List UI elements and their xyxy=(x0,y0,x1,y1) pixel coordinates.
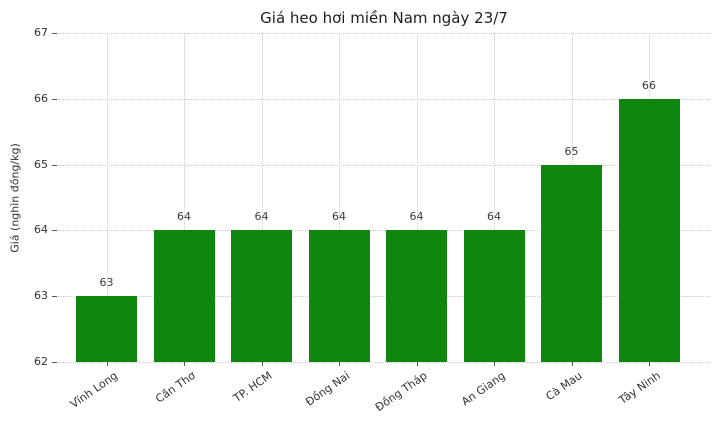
y-tick-label: 67 xyxy=(34,26,48,39)
x-tick-label: TP. HCM xyxy=(231,369,275,405)
y-tick-label: 66 xyxy=(34,91,48,105)
x-tick-label: Vĩnh Long xyxy=(67,369,120,411)
y-tick xyxy=(52,230,57,232)
v-gridline xyxy=(261,33,263,362)
bar xyxy=(541,164,602,362)
bar-value-label: 64 xyxy=(177,210,191,224)
h-gridline xyxy=(58,230,710,232)
x-tick xyxy=(494,362,495,366)
y-tick-label: 65 xyxy=(34,157,48,171)
bar xyxy=(308,230,370,362)
bar-value-label: 64 xyxy=(409,210,424,224)
bar-value-label: 63 xyxy=(99,276,114,290)
x-tick xyxy=(261,362,263,366)
v-gridline xyxy=(106,33,108,362)
x-tick xyxy=(339,362,340,366)
x-tick xyxy=(649,362,650,366)
x-tick-label: Cà Mau xyxy=(543,369,585,404)
y-tick-label: 62 xyxy=(34,355,48,368)
x-tick-label: Đồng Nai xyxy=(303,369,353,409)
h-gridline xyxy=(58,98,710,100)
v-gridline xyxy=(184,33,185,362)
x-tick-label: Tây Ninh xyxy=(616,369,663,407)
h-gridline xyxy=(58,33,710,34)
bar-value-label: 64 xyxy=(487,210,501,224)
y-tick xyxy=(52,33,57,34)
y-tick-label: 63 xyxy=(34,289,48,303)
x-tick xyxy=(571,362,573,366)
y-tick xyxy=(52,362,57,363)
x-tick-label: Cần Thơ xyxy=(152,369,198,406)
bar xyxy=(76,296,137,362)
bar xyxy=(618,98,680,362)
y-tick xyxy=(52,98,57,100)
x-tick-label: An Giang xyxy=(458,369,508,409)
bar-value-label: 64 xyxy=(332,210,346,224)
h-gridline xyxy=(58,296,710,298)
x-tick xyxy=(184,362,185,366)
bar-value-label: 66 xyxy=(642,78,656,92)
x-tick xyxy=(416,362,418,366)
bar xyxy=(153,230,215,362)
y-tick-label: 64 xyxy=(34,223,48,237)
x-tick xyxy=(106,362,108,366)
v-gridline xyxy=(339,33,340,362)
h-gridline xyxy=(58,362,710,363)
v-gridline xyxy=(494,33,495,362)
x-tick-label: Đồng Tháp xyxy=(373,369,430,415)
bar xyxy=(386,230,447,362)
y-tick xyxy=(52,164,57,166)
v-gridline xyxy=(416,33,418,362)
h-gridline xyxy=(58,164,710,166)
bar xyxy=(231,230,292,362)
chart-title: Giá heo hơi miền Nam ngày 23/7 xyxy=(260,9,508,27)
bar-value-label: 64 xyxy=(254,210,269,224)
y-tick xyxy=(52,296,57,298)
bar xyxy=(463,230,525,362)
bar-value-label: 65 xyxy=(564,144,579,158)
